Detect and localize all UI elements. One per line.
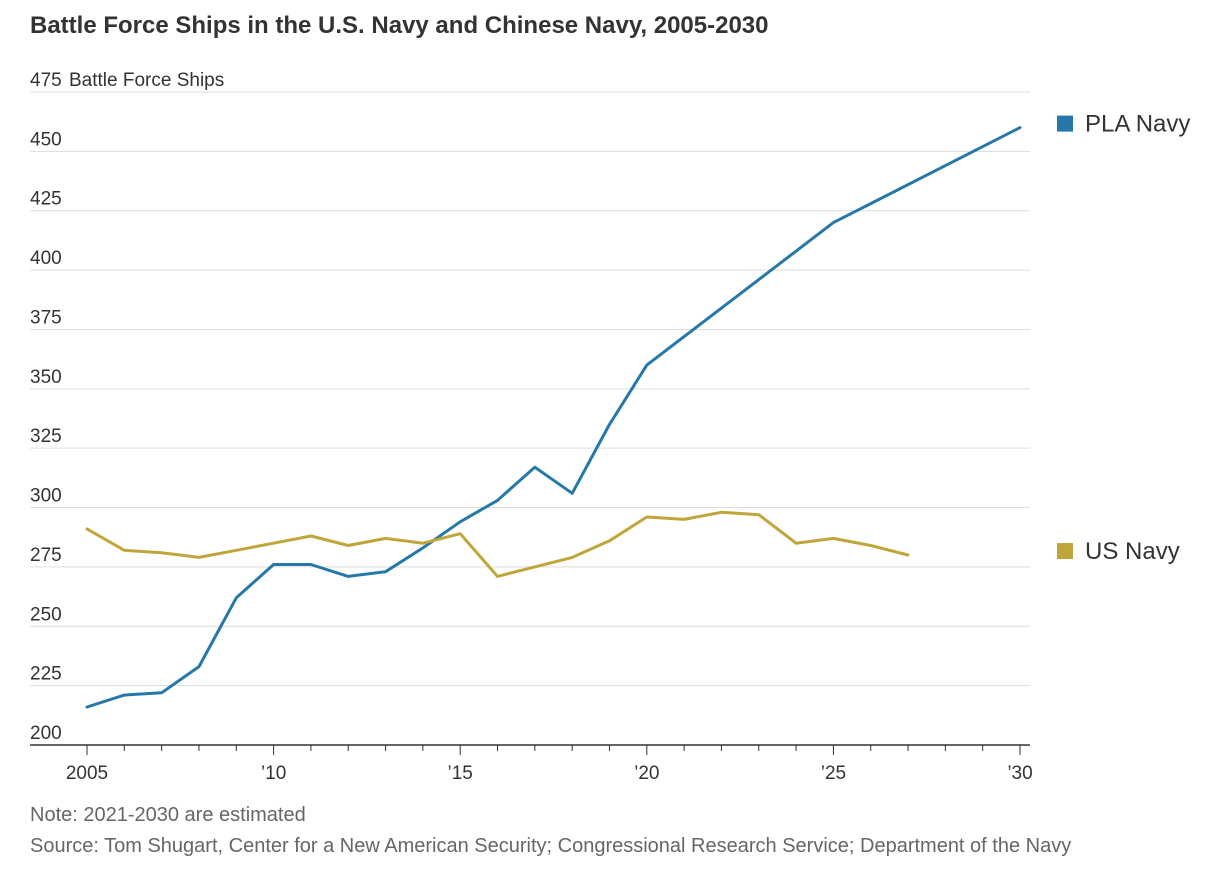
legend-swatch-pla-navy bbox=[1057, 115, 1073, 132]
x-tick-label: ’30 bbox=[1007, 763, 1032, 784]
y-tick-label: 400 bbox=[30, 248, 62, 269]
y-tick-label: 350 bbox=[30, 367, 62, 388]
y-tick-label: 200 bbox=[30, 723, 62, 744]
legend-swatch-us-navy bbox=[1057, 543, 1073, 560]
legend: PLA Navy US Navy bbox=[1057, 111, 1190, 565]
y-tick-label: 250 bbox=[30, 604, 62, 625]
chart-source: Source: Tom Shugart, Center for a New Am… bbox=[30, 835, 1072, 857]
series-line-us-navy bbox=[85, 510, 910, 578]
y-tick-label: 325 bbox=[30, 426, 62, 447]
series-line-pla-navy bbox=[85, 126, 1022, 709]
chart-note: Note: 2021-2030 are estimated bbox=[30, 804, 306, 826]
y-tick-label: 425 bbox=[30, 189, 62, 210]
x-tick-label: ’15 bbox=[448, 763, 473, 784]
gridlines bbox=[30, 91, 1030, 687]
y-tick-label: 225 bbox=[30, 664, 62, 685]
y-tick-label: 275 bbox=[30, 545, 62, 566]
chart-title: Battle Force Ships in the U.S. Navy and … bbox=[30, 12, 769, 39]
legend-label-us-navy: US Navy bbox=[1085, 538, 1180, 565]
series-lines bbox=[85, 126, 1022, 709]
y-tick-label: 450 bbox=[30, 129, 62, 150]
y-tick-label: 300 bbox=[30, 486, 62, 507]
legend-label-pla-navy: PLA Navy bbox=[1085, 111, 1190, 138]
x-tick-label: 2005 bbox=[66, 763, 108, 784]
x-axis: 2005 ’10 ’15 ’20 ’25 ’30 bbox=[30, 744, 1033, 784]
x-tick-label: ’20 bbox=[634, 763, 659, 784]
y-axis-title: Battle Force Ships bbox=[69, 70, 224, 91]
line-chart: 2005 ’10 ’15 ’20 ’25 ’30 200 225 250 275 300 325 35… bbox=[30, 70, 1190, 784]
x-tick-label: ’25 bbox=[821, 763, 846, 784]
y-tick-label: 375 bbox=[30, 307, 62, 328]
x-tick-label: ’10 bbox=[261, 763, 286, 784]
y-axis: 200 225 250 275 300 325 350 375 400 425 450 475 Batt… bbox=[30, 70, 224, 744]
y-tick-label: 475 bbox=[30, 70, 62, 91]
